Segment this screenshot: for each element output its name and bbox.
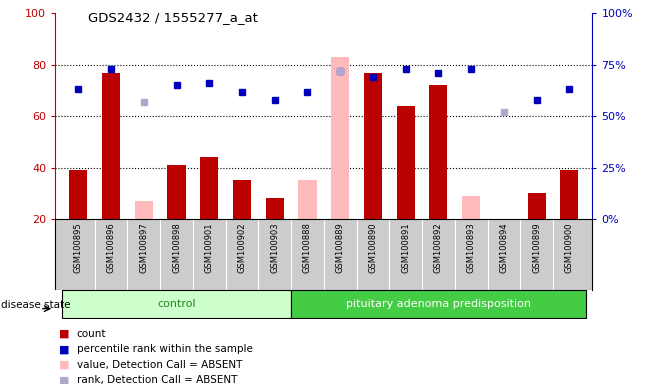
Text: GSM100903: GSM100903 <box>270 222 279 273</box>
Text: GSM100890: GSM100890 <box>368 222 378 273</box>
Text: GSM100901: GSM100901 <box>205 222 214 273</box>
Text: ■: ■ <box>59 344 69 354</box>
Bar <box>331 116 349 219</box>
Bar <box>291 291 586 318</box>
Text: percentile rank within the sample: percentile rank within the sample <box>77 344 253 354</box>
Text: GSM100893: GSM100893 <box>467 222 476 273</box>
Text: GSM100896: GSM100896 <box>107 222 115 273</box>
Text: GSM100891: GSM100891 <box>401 222 410 273</box>
Text: ■: ■ <box>59 329 69 339</box>
Text: value, Detection Call = ABSENT: value, Detection Call = ABSENT <box>77 360 242 370</box>
Bar <box>364 73 382 219</box>
Text: GSM100894: GSM100894 <box>499 222 508 273</box>
Text: GSM100897: GSM100897 <box>139 222 148 273</box>
Text: GSM100889: GSM100889 <box>336 222 345 273</box>
Text: GSM100902: GSM100902 <box>238 222 247 273</box>
Bar <box>233 180 251 219</box>
Bar <box>102 73 120 219</box>
Bar <box>62 291 291 318</box>
Text: GSM100899: GSM100899 <box>533 222 541 273</box>
Bar <box>167 165 186 219</box>
Bar <box>462 196 480 219</box>
Bar <box>201 157 218 219</box>
Bar <box>561 170 579 219</box>
Text: GSM100898: GSM100898 <box>172 222 181 273</box>
Bar <box>396 106 415 219</box>
Text: pituitary adenoma predisposition: pituitary adenoma predisposition <box>346 299 531 310</box>
Bar <box>528 193 546 219</box>
Bar <box>135 201 153 219</box>
Text: disease state: disease state <box>1 300 71 310</box>
Text: count: count <box>77 329 106 339</box>
Text: GSM100888: GSM100888 <box>303 222 312 273</box>
Text: GSM100895: GSM100895 <box>74 222 83 273</box>
Text: GSM100892: GSM100892 <box>434 222 443 273</box>
Bar <box>266 198 284 219</box>
Bar <box>299 180 316 219</box>
Text: control: control <box>157 299 196 310</box>
Text: GSM100900: GSM100900 <box>565 222 574 273</box>
Bar <box>430 85 447 219</box>
Text: rank, Detection Call = ABSENT: rank, Detection Call = ABSENT <box>77 375 237 384</box>
Text: ■: ■ <box>59 360 69 370</box>
Bar <box>69 170 87 219</box>
Text: ■: ■ <box>59 375 69 384</box>
Text: GDS2432 / 1555277_a_at: GDS2432 / 1555277_a_at <box>88 12 258 25</box>
Bar <box>331 57 349 219</box>
